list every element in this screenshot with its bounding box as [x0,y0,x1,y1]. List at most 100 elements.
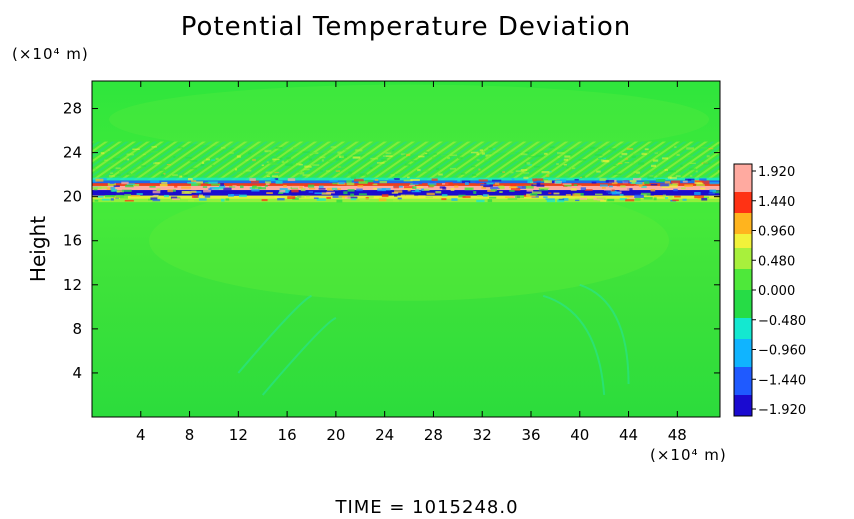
heatmap-cell [516,159,519,162]
heatmap-cell [524,185,534,189]
heatmap-cell [150,180,160,183]
heatmap-cell [619,155,623,158]
heatmap-cell [456,174,461,177]
heatmap-cell [314,192,322,195]
heatmap-cell [251,186,262,189]
heatmap-cell [274,178,279,181]
heatmap-cell [618,162,623,165]
y-tick-label: 28 [63,100,82,118]
heatmap-cell [597,157,604,159]
heatmap-cell [557,156,560,158]
heatmap-cell [681,187,686,190]
heatmap-cell [293,193,302,196]
heatmap-cell [149,186,156,188]
heatmap-cell [252,158,256,162]
heatmap-cell [359,173,368,176]
heatmap-cell [325,170,330,172]
heatmap-cell [381,158,388,161]
heatmap-cell [329,179,338,182]
heatmap-cell [134,168,139,171]
heatmap-cell [572,193,581,197]
heatmap-cell [204,181,209,184]
heatmap-cell [462,196,471,198]
heatmap-cell [580,187,586,191]
colorbar-cell [734,213,752,221]
heatmap-cell [531,184,540,187]
heatmap-cell [426,192,435,196]
heatmap-cell [651,164,657,168]
heatmap-cell [189,160,198,162]
heatmap-cell [638,162,645,165]
heatmap-cell [100,152,105,155]
heatmap-cell [163,172,166,175]
heatmap-cell [667,183,677,186]
heatmap-cell [164,190,168,194]
heatmap-cell [549,180,555,183]
heatmap-cell [312,164,320,166]
heatmap-cell [526,190,534,192]
heatmap-cell [367,182,374,185]
heatmap-cell [511,178,515,181]
heatmap-cell [480,184,490,186]
heatmap-cell [287,196,296,200]
colorbar-cell [734,192,752,200]
heatmap-cell [696,184,705,187]
heatmap-cell [438,173,443,176]
heatmap-blob [149,180,670,301]
heatmap-cell [524,162,527,165]
heatmap-cell [172,174,178,177]
heatmap-cell [490,159,496,162]
heatmap-cell [476,153,480,156]
colorbar-cell [734,290,752,298]
heatmap-cell [668,185,678,188]
heatmap-cell [415,189,420,192]
heatmap-cell [107,183,116,187]
heatmap-cell [393,199,399,202]
heatmap-cell [694,181,703,184]
heatmap-cell [358,181,369,184]
heatmap-cell [579,176,583,179]
heatmap-cell [255,155,263,157]
heatmap-cell [104,195,115,198]
colorbar-cell [734,374,752,382]
heatmap-cell [488,147,493,150]
heatmap-cell [541,152,550,154]
heatmap-cell [665,197,669,199]
plot-frame [91,80,721,418]
heatmap-cell [381,187,391,191]
heatmap-cell [689,168,697,171]
y-tick-label: 24 [63,144,82,162]
heatmap-cell [116,174,121,176]
heatmap-cell [584,189,593,191]
heatmap-band [92,183,720,188]
heatmap-cell [225,198,230,201]
heatmap-cell [694,180,704,183]
heatmap-cell [385,155,393,157]
colorbar-label: 1.920 [758,165,795,180]
heatmap-cell [417,169,421,172]
heatmap-cell [489,196,497,199]
heatmap-cell [292,197,299,200]
heatmap-cell [308,191,314,193]
heatmap-cell [440,154,447,157]
heatmap-cell [509,189,515,192]
heatmap-cell [405,159,411,162]
heatmap-cell [627,188,633,192]
heatmap-cell [565,173,570,176]
heatmap-cell [509,152,515,155]
heatmap-cell [211,183,222,186]
heatmap-cell [674,146,677,149]
heatmap-cell [335,170,341,172]
heatmap-cell [516,186,526,190]
heatmap-cell [662,194,667,198]
x-axis-unit: (×10⁴ m) [650,446,727,464]
heatmap-cell [266,175,270,177]
heatmap-cell [719,178,720,181]
heatmap-cell [471,165,476,168]
heatmap-cell [441,194,448,197]
heatmap-cell [115,194,124,198]
heatmap-cell [431,178,438,181]
colorbar-cell [734,283,752,291]
heatmap-cell [481,186,487,189]
colorbar-cell [734,353,752,361]
